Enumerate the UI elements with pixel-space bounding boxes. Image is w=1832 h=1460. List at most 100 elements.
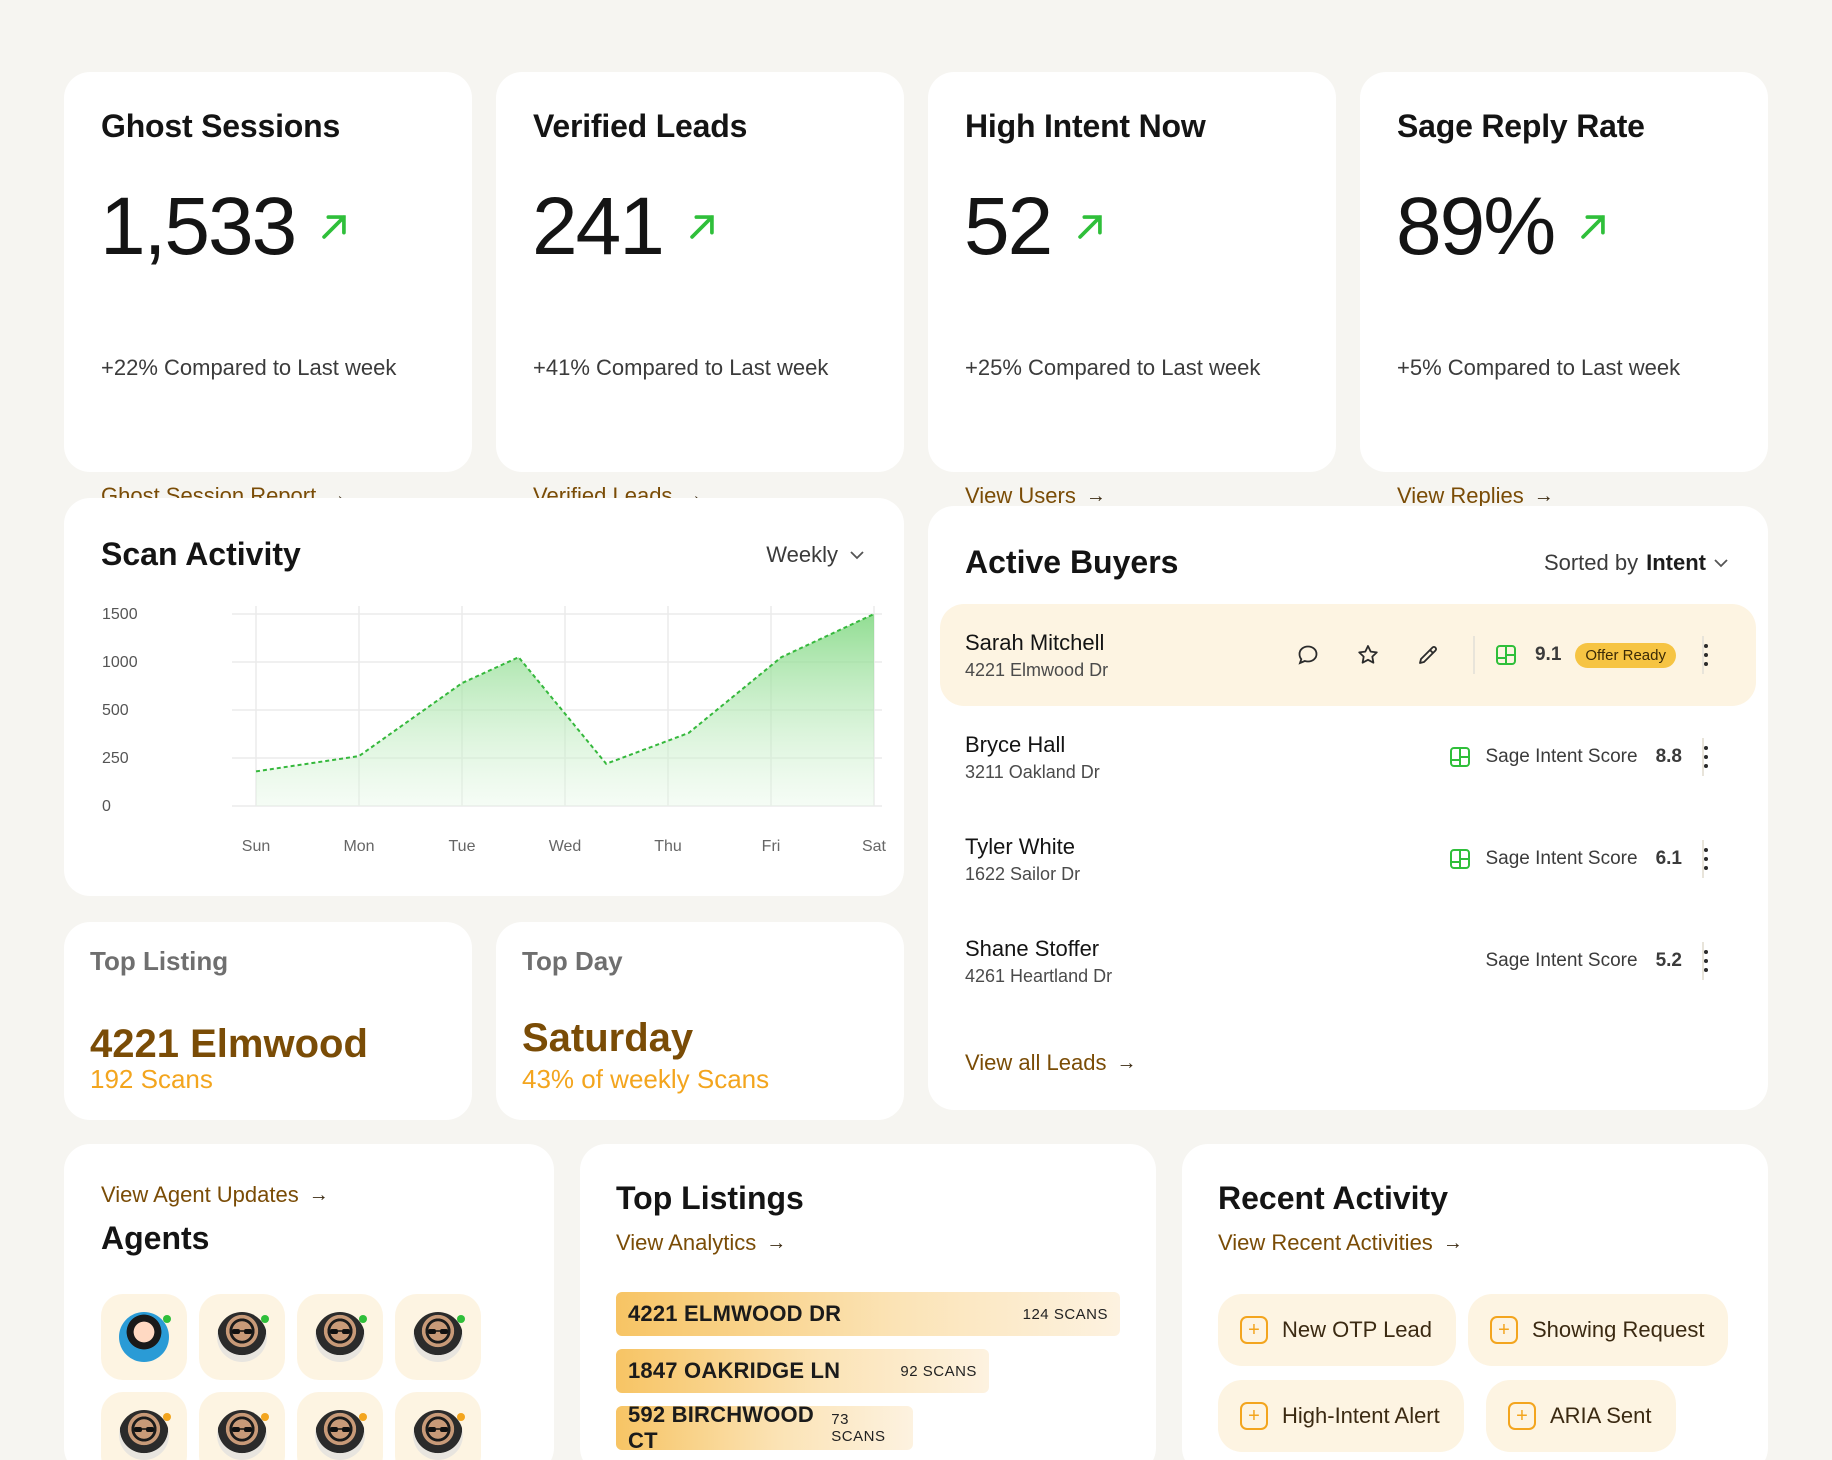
kpi-value: 1,533 (100, 181, 297, 272)
view-agent-updates-link[interactable]: View Agent Updates → (101, 1182, 329, 1207)
more-menu-icon[interactable] (1696, 844, 1716, 874)
trend-up-icon (1581, 215, 1605, 239)
top-day-title: Top Day (522, 946, 623, 976)
period-select[interactable]: Weekly (766, 542, 864, 568)
intent-score-icon (1495, 645, 1516, 665)
trend-up-icon (322, 215, 346, 239)
more-menu-icon[interactable] (1696, 946, 1716, 976)
listing-bar[interactable]: 1847 OAKRIDGE LN 92 SCANS (616, 1349, 989, 1393)
avatar (413, 1410, 465, 1460)
top-listing-card: Top Listing 4221 Elmwood 192 Scans (64, 922, 472, 1120)
listing-scans: 124 SCANS (1022, 1305, 1108, 1323)
plus-icon: + (1240, 1316, 1268, 1344)
activity-chip[interactable]: + High-Intent Alert (1218, 1380, 1464, 1452)
kpi-card-high-intent: High Intent Now 52 +25% Compared to Last… (928, 72, 1336, 508)
x-tick-label: Fri (762, 838, 781, 855)
top-listings-card: Top Listings View Analytics → 4221 ELMWOO… (580, 1144, 1156, 1460)
x-tick-label: Sun (242, 838, 270, 855)
intent-score: 5.2 (1655, 950, 1682, 971)
chart-area (256, 614, 874, 806)
status-dot (457, 1315, 465, 1323)
agent-avatar[interactable] (199, 1294, 285, 1380)
intent-score-label: Sage Intent Score (1485, 848, 1638, 869)
plus-icon: + (1508, 1402, 1536, 1430)
sunglasses-icon (119, 1312, 169, 1362)
y-tick-label: 0 (102, 798, 111, 815)
agent-avatar[interactable] (395, 1294, 481, 1380)
more-menu-icon[interactable] (1696, 742, 1716, 772)
kpi-link[interactable]: View Users → (965, 483, 1106, 508)
view-recent-activities-link[interactable]: View Recent Activities → (1218, 1230, 1463, 1255)
star-icon[interactable] (1353, 640, 1383, 670)
kpi-title: Ghost Sessions (101, 108, 341, 144)
intent-score: 8.8 (1655, 746, 1682, 767)
status-dot (163, 1413, 171, 1421)
recent-activity-card: Recent Activity View Recent Activities → … (1182, 1144, 1768, 1460)
sort-select[interactable]: Sorted by Intent (1544, 550, 1728, 576)
x-tick-label: Sat (862, 838, 887, 855)
agent-avatar[interactable] (395, 1392, 481, 1460)
avatar (119, 1312, 171, 1362)
buyer-row[interactable]: Sarah Mitchell 4221 Elmwood Dr 9.1 Offer… (940, 604, 1756, 706)
buyer-row[interactable]: Shane Stoffer 4261 Heartland Dr Sage Int… (940, 910, 1756, 1012)
agent-avatar[interactable] (101, 1392, 187, 1460)
more-menu-icon[interactable] (1696, 640, 1716, 670)
x-tick-label: Mon (343, 838, 374, 855)
kpi-card-sage-reply-rate: Sage Reply Rate 89% +5% Compared to Last… (1360, 72, 1768, 508)
top-day-value: Saturday (522, 1016, 694, 1060)
agent-avatar[interactable] (297, 1294, 383, 1380)
agent-avatar[interactable] (101, 1294, 187, 1380)
listing-bar[interactable]: 4221 ELMWOOD DR 124 SCANS (616, 1292, 1120, 1336)
kpi-compare: +41% Compared to Last week (533, 355, 829, 380)
plus-icon: + (1490, 1316, 1518, 1344)
agent-avatar[interactable] (297, 1392, 383, 1460)
avatar (315, 1312, 367, 1362)
listing-scans: 92 SCANS (900, 1362, 977, 1380)
kpi-compare: +5% Compared to Last week (1397, 355, 1681, 380)
buyer-row[interactable]: Bryce Hall 3211 Oakland Dr Sage Intent S… (940, 706, 1756, 808)
buyer-address: 4221 Elmwood Dr (965, 660, 1109, 680)
activity-chip[interactable]: + New OTP Lead (1218, 1294, 1457, 1366)
chevron-down-icon (1714, 558, 1728, 567)
message-icon[interactable] (1293, 640, 1323, 670)
view-all-leads-link[interactable]: View all Leads → (965, 1050, 1137, 1075)
avatar (119, 1410, 171, 1460)
top-day-card: Top Day Saturday 43% of weekly Scans (496, 922, 904, 1120)
scan-activity-title: Scan Activity (101, 536, 301, 572)
listing-bar[interactable]: 592 BIRCHWOOD CT 73 SCANS (616, 1402, 914, 1453)
x-tick-label: Tue (449, 838, 476, 855)
edit-icon[interactable] (1413, 640, 1443, 670)
agent-avatar[interactable] (199, 1392, 285, 1460)
buyer-row[interactable]: Tyler White 1622 Sailor Dr Sage Intent S… (940, 808, 1756, 910)
status-dot (359, 1413, 367, 1421)
buyer-address: 4261 Heartland Dr (965, 966, 1113, 986)
kpi-compare: +22% Compared to Last week (101, 355, 397, 380)
listing-scans: 73 SCANS (831, 1411, 886, 1445)
activity-chip[interactable]: + Showing Request (1468, 1294, 1729, 1366)
scan-activity-chart: Sun Mon Tue Wed Thu Fri Sat 1500 1000 500 250 0 (102, 606, 887, 855)
kpi-title: Sage Reply Rate (1397, 108, 1645, 144)
avatar (413, 1312, 465, 1362)
activity-chip[interactable]: + ARIA Sent (1486, 1380, 1676, 1452)
buyer-name: Bryce Hall (965, 732, 1066, 757)
kpi-value: 52 (964, 181, 1053, 272)
agents-title: Agents (101, 1220, 210, 1256)
top-listing-title: Top Listing (90, 946, 229, 976)
offer-ready-badge: Offer Ready (1575, 642, 1676, 668)
buyer-address: 1622 Sailor Dr (965, 864, 1081, 884)
y-tick-label: 250 (102, 750, 129, 767)
buyer-name: Sarah Mitchell (965, 630, 1105, 655)
avatar (217, 1312, 269, 1362)
kpi-card-ghost-sessions: Ghost Sessions 1,533 +22% Compared to La… (64, 72, 472, 508)
active-buyers-title: Active Buyers (965, 544, 1179, 580)
view-analytics-link[interactable]: View Analytics → (616, 1230, 787, 1255)
top-listings-title: Top Listings (616, 1180, 804, 1216)
buyer-name: Shane Stoffer (965, 936, 1100, 961)
sunglasses-icon (330, 1329, 350, 1334)
kpi-value: 241 (532, 181, 665, 272)
intent-score-label: Sage Intent Score (1485, 950, 1638, 971)
sunglasses-icon (428, 1427, 448, 1432)
y-tick-label: 500 (102, 702, 129, 719)
status-dot (359, 1315, 367, 1323)
kpi-link[interactable]: View Replies → (1397, 483, 1554, 508)
